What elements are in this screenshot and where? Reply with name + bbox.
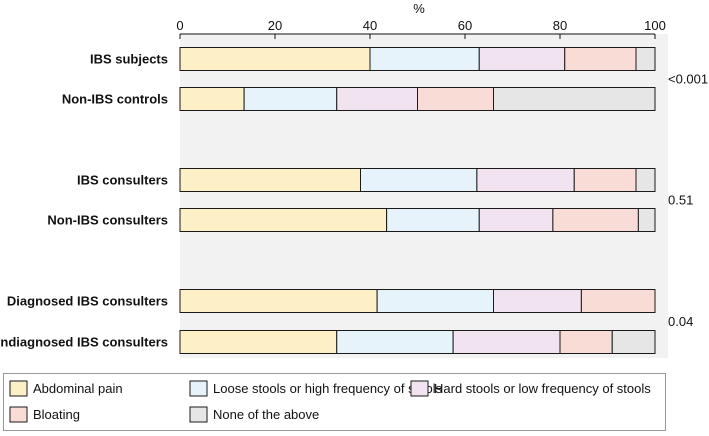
bar-segment — [179, 330, 338, 354]
legend-label: None of the above — [213, 407, 319, 422]
bar-segment — [417, 87, 494, 111]
bar-segment — [179, 168, 361, 192]
x-tick-label: 60 — [458, 18, 472, 33]
x-tick-label: 0 — [176, 18, 183, 33]
row-label: Undiagnosed IBS consulters — [0, 335, 168, 350]
bar-segment — [386, 208, 480, 232]
legend-swatch — [9, 406, 28, 423]
bar-segment — [573, 168, 637, 192]
legend: Abdominal pain Loose stools or high frequ… — [9, 380, 651, 423]
x-tick-label: 40 — [363, 18, 377, 33]
bar-segment — [452, 330, 561, 354]
bar-segment — [376, 289, 494, 313]
legend-swatch — [189, 406, 208, 423]
x-axis-ticks: 0 20 40 60 80 100 — [176, 18, 666, 39]
legend-label: Bloating — [33, 407, 80, 422]
p-values: <0.001 0.51 0.04 — [668, 72, 708, 330]
bar-segment — [493, 87, 656, 111]
bar-segment — [580, 289, 656, 313]
x-tick-label: 100 — [644, 18, 666, 33]
bar-segment — [611, 330, 656, 354]
bar-segment — [635, 47, 656, 71]
row-label: Non-IBS consulters — [47, 213, 168, 228]
bar-segment — [179, 87, 245, 111]
bar-segment — [476, 168, 575, 192]
bar-segment — [478, 208, 554, 232]
bar-segment — [478, 47, 566, 71]
bar-segment — [179, 47, 371, 71]
bar-segment — [637, 208, 656, 232]
bar-segment — [360, 168, 478, 192]
p-value-label: <0.001 — [668, 72, 708, 87]
bar-segment — [564, 47, 637, 71]
bar-segment — [559, 330, 613, 354]
bar-segment — [369, 47, 480, 71]
bar-segment — [493, 289, 582, 313]
legend-swatch — [410, 380, 429, 397]
row-label: Non-IBS controls — [62, 92, 168, 107]
bar-segment — [179, 208, 388, 232]
row-label: IBS consulters — [77, 173, 168, 188]
row-label: IBS subjects — [90, 52, 168, 67]
bar-segment — [336, 330, 454, 354]
legend-label: Hard stools or low frequency of stools — [434, 381, 651, 396]
bar-segment — [179, 289, 378, 313]
bar-segment — [552, 208, 639, 232]
x-tick-label: 20 — [268, 18, 282, 33]
bar-segment — [336, 87, 418, 111]
p-value-label: 0.51 — [668, 193, 693, 208]
legend-swatch — [189, 380, 208, 397]
legend-swatch — [9, 380, 28, 397]
x-axis-title: % — [413, 1, 425, 16]
legend-label: Abdominal pain — [33, 381, 123, 396]
legend-box — [3, 373, 666, 431]
row-label: Diagnosed IBS consulters — [7, 294, 168, 309]
legend-label: Loose stools or high frequency of stools — [213, 381, 443, 396]
x-tick-label: 80 — [553, 18, 567, 33]
bar-segment — [635, 168, 656, 192]
bar-rows: IBS subjects Non-IBS controls IBS consulte… — [0, 47, 656, 354]
p-value-label: 0.04 — [668, 314, 693, 329]
bar-segment — [243, 87, 338, 111]
